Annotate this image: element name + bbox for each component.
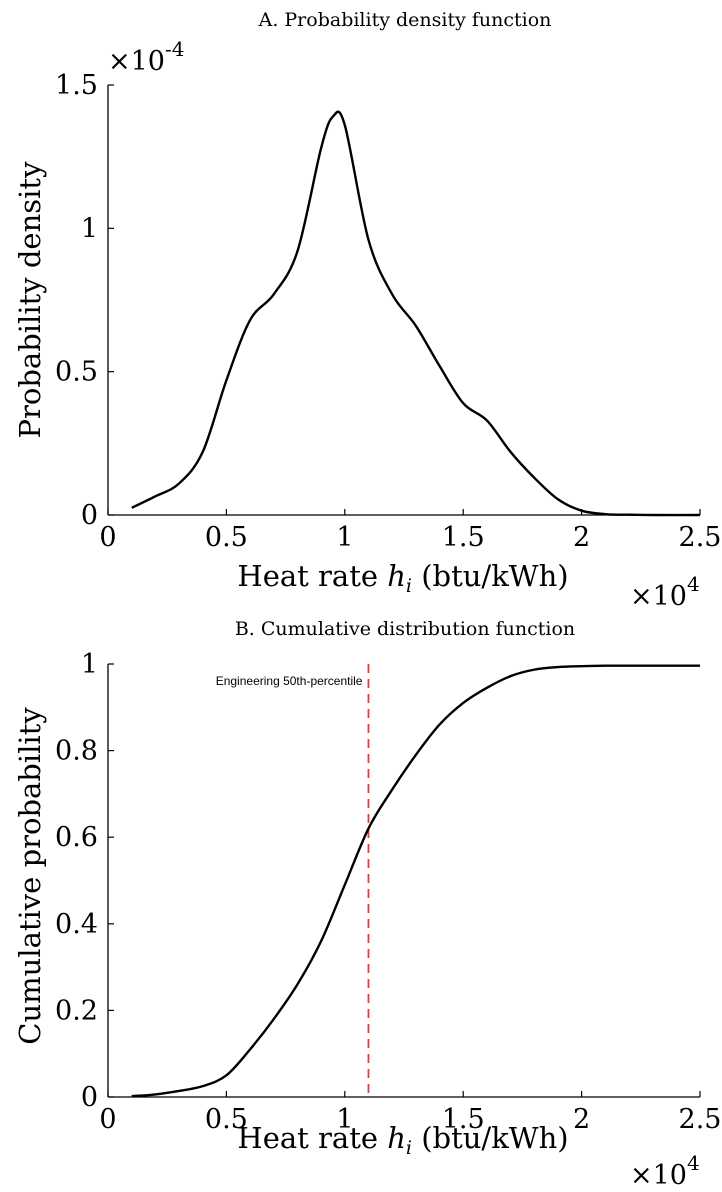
- panel-b-x-tick-label: 1.5: [442, 1104, 485, 1135]
- panel-b-y-tick-label: 0.2: [55, 995, 98, 1026]
- panel-b-ylabel: Cumulative probability: [13, 707, 47, 1045]
- panel-b-title: B. Cumulative distribution function: [235, 618, 575, 640]
- panel-a-plot-area: 0 0.5 1 1.5 2 2.5 0 0.5 1 1.5: [55, 70, 721, 553]
- panel-b-y-tick-label: 0.6: [55, 822, 98, 853]
- panel-a-x-tick-label: 1: [336, 522, 353, 553]
- panel-b-x-tick-label: 2.5: [679, 1104, 722, 1135]
- panel-b-x-tick-label: 0.5: [205, 1104, 248, 1135]
- panel-b-x-tick-label: 2: [573, 1104, 590, 1135]
- panel-b-y-tick-label: 0.4: [55, 909, 98, 940]
- panel-b-y-tick-label: 1: [81, 649, 98, 680]
- panel-a-y-multiplier: ×10-4: [108, 37, 184, 77]
- panel-a-xlabel: Heat rate hi (btu/kWh): [237, 559, 568, 597]
- panel-b-y-tick-label: 0.8: [55, 736, 98, 767]
- panel-a-x-tick-label: 1.5: [442, 522, 485, 553]
- panel-b-x-tick-label: 1: [336, 1104, 353, 1135]
- panel-b-x-multiplier: ×104: [630, 1151, 700, 1191]
- panel-a-series-line: [131, 110, 701, 517]
- panel-b: B. Cumulative distribution function 0 0.5…: [13, 618, 721, 1191]
- panel-a-y-tick-label: 0.5: [55, 357, 98, 388]
- panel-a-x-tick-label: 2: [573, 522, 590, 553]
- panel-b-xlabel: Heat rate hi (btu/kWh): [237, 1121, 568, 1159]
- panel-a-y-tick-label: 0: [81, 500, 98, 531]
- panel-a-title: A. Probability density function: [258, 9, 552, 31]
- panel-a-x-tick-label: 0: [99, 522, 116, 553]
- panel-a-ylabel: Probability density: [13, 161, 47, 439]
- panel-a-x-multiplier: ×104: [630, 572, 700, 612]
- panel-b-series-line: [131, 664, 700, 1098]
- panel-b-plot-area: 0 0.5 1 1.5 2 2.5 0 0.2 0.4 0.6 0.8 1 Engineering 50…: [55, 649, 721, 1135]
- panel-a-y-tick-label: 1.5: [55, 70, 98, 101]
- panel-a-x-tick-label: 0.5: [205, 522, 248, 553]
- panel-b-y-tick-label: 0: [81, 1082, 98, 1113]
- panel-a-y-tick-label: 1: [81, 213, 98, 244]
- panel-b-reference-line-label: Engineering 50th-percentile: [216, 674, 363, 688]
- panel-a-x-tick-label: 2.5: [679, 522, 722, 553]
- panel-b-x-tick-label: 0: [99, 1104, 116, 1135]
